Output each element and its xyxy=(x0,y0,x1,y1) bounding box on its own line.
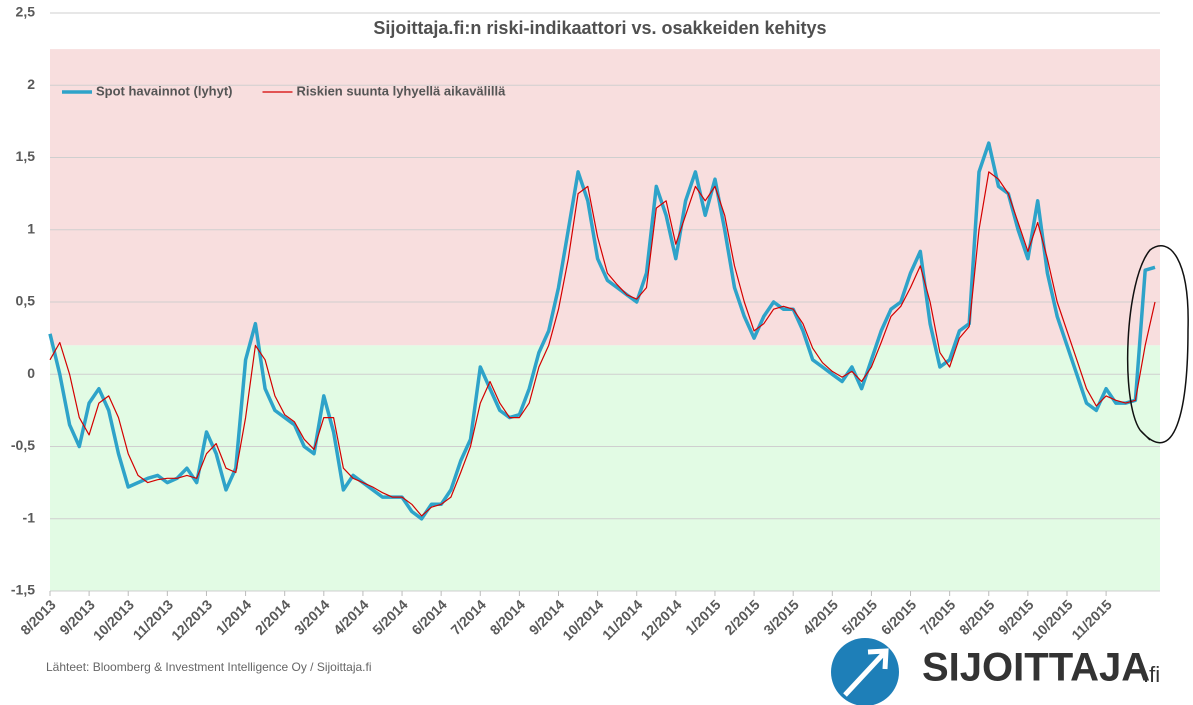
y-tick-label: -1 xyxy=(23,509,36,525)
x-tick-label: 2/2015 xyxy=(721,596,763,638)
y-tick-label: 2,5 xyxy=(16,4,36,20)
x-tick-label: 1/2014 xyxy=(213,596,255,638)
logo-arrow xyxy=(843,648,889,697)
x-tick-label: 8/2014 xyxy=(487,596,529,638)
logo: SIJOITTAJA .fi xyxy=(831,638,1160,705)
source: Lähteet: Bloomberg & Investment Intellig… xyxy=(46,660,372,674)
y-tick-label: -1,5 xyxy=(11,582,35,598)
x-tick-label: 10/2015 xyxy=(1029,596,1076,643)
y-tick-label: 2 xyxy=(27,76,35,92)
band xyxy=(50,49,1160,346)
x-tick-label: 10/2014 xyxy=(559,596,606,643)
x-tick-label: 4/2015 xyxy=(799,596,841,638)
lines xyxy=(48,141,1156,521)
x-tick-label: 12/2013 xyxy=(168,596,215,643)
y-tick-label: -0,5 xyxy=(11,437,35,453)
logo-suffix: .fi xyxy=(1143,662,1160,687)
x-tick-label: 7/2015 xyxy=(917,596,959,638)
x-tick-label: 11/2015 xyxy=(1068,596,1115,643)
x-tick-label: 6/2014 xyxy=(408,596,450,638)
y-tick-label: 1 xyxy=(27,220,35,236)
grid xyxy=(49,12,1160,596)
series-line xyxy=(49,171,1156,517)
band xyxy=(50,345,1160,591)
bands xyxy=(50,49,1160,591)
chart-title: Sijoittaja.fi:n riski-indikaattori vs. o… xyxy=(373,18,826,38)
x-tick-label: 7/2014 xyxy=(447,596,489,638)
x-tick-label: 8/2015 xyxy=(956,596,998,638)
x-tick-label: 8/2013 xyxy=(17,596,59,638)
annotation-ellipse xyxy=(1126,245,1189,444)
x-tick-label: 5/2015 xyxy=(839,596,881,638)
legend-label: Riskien suunta lyhyellä aikavälillä xyxy=(297,83,507,98)
y-tick-label: 0 xyxy=(27,365,35,381)
logo-text: SIJOITTAJA xyxy=(922,646,1150,690)
x-tick-label: 1/2015 xyxy=(682,596,724,638)
x-tick-label: 2/2014 xyxy=(252,596,294,638)
x-tick-label: 12/2014 xyxy=(637,596,684,643)
x-tick-label: 6/2015 xyxy=(878,596,920,638)
legend-label: Spot havainnot (lyhyt) xyxy=(96,83,233,98)
x-tick-label: 4/2014 xyxy=(330,596,372,638)
x-tick-label: 10/2013 xyxy=(90,596,137,643)
x-tick-label: 3/2015 xyxy=(760,596,802,638)
y-tick-label: 0,5 xyxy=(16,293,36,309)
x-tick-label: 3/2014 xyxy=(291,596,333,638)
x-tick-label: 5/2014 xyxy=(369,596,411,638)
x-tick-label: 11/2013 xyxy=(130,596,177,643)
x-tick-label: 11/2014 xyxy=(599,596,646,643)
y-tick-label: 1,5 xyxy=(16,148,36,164)
